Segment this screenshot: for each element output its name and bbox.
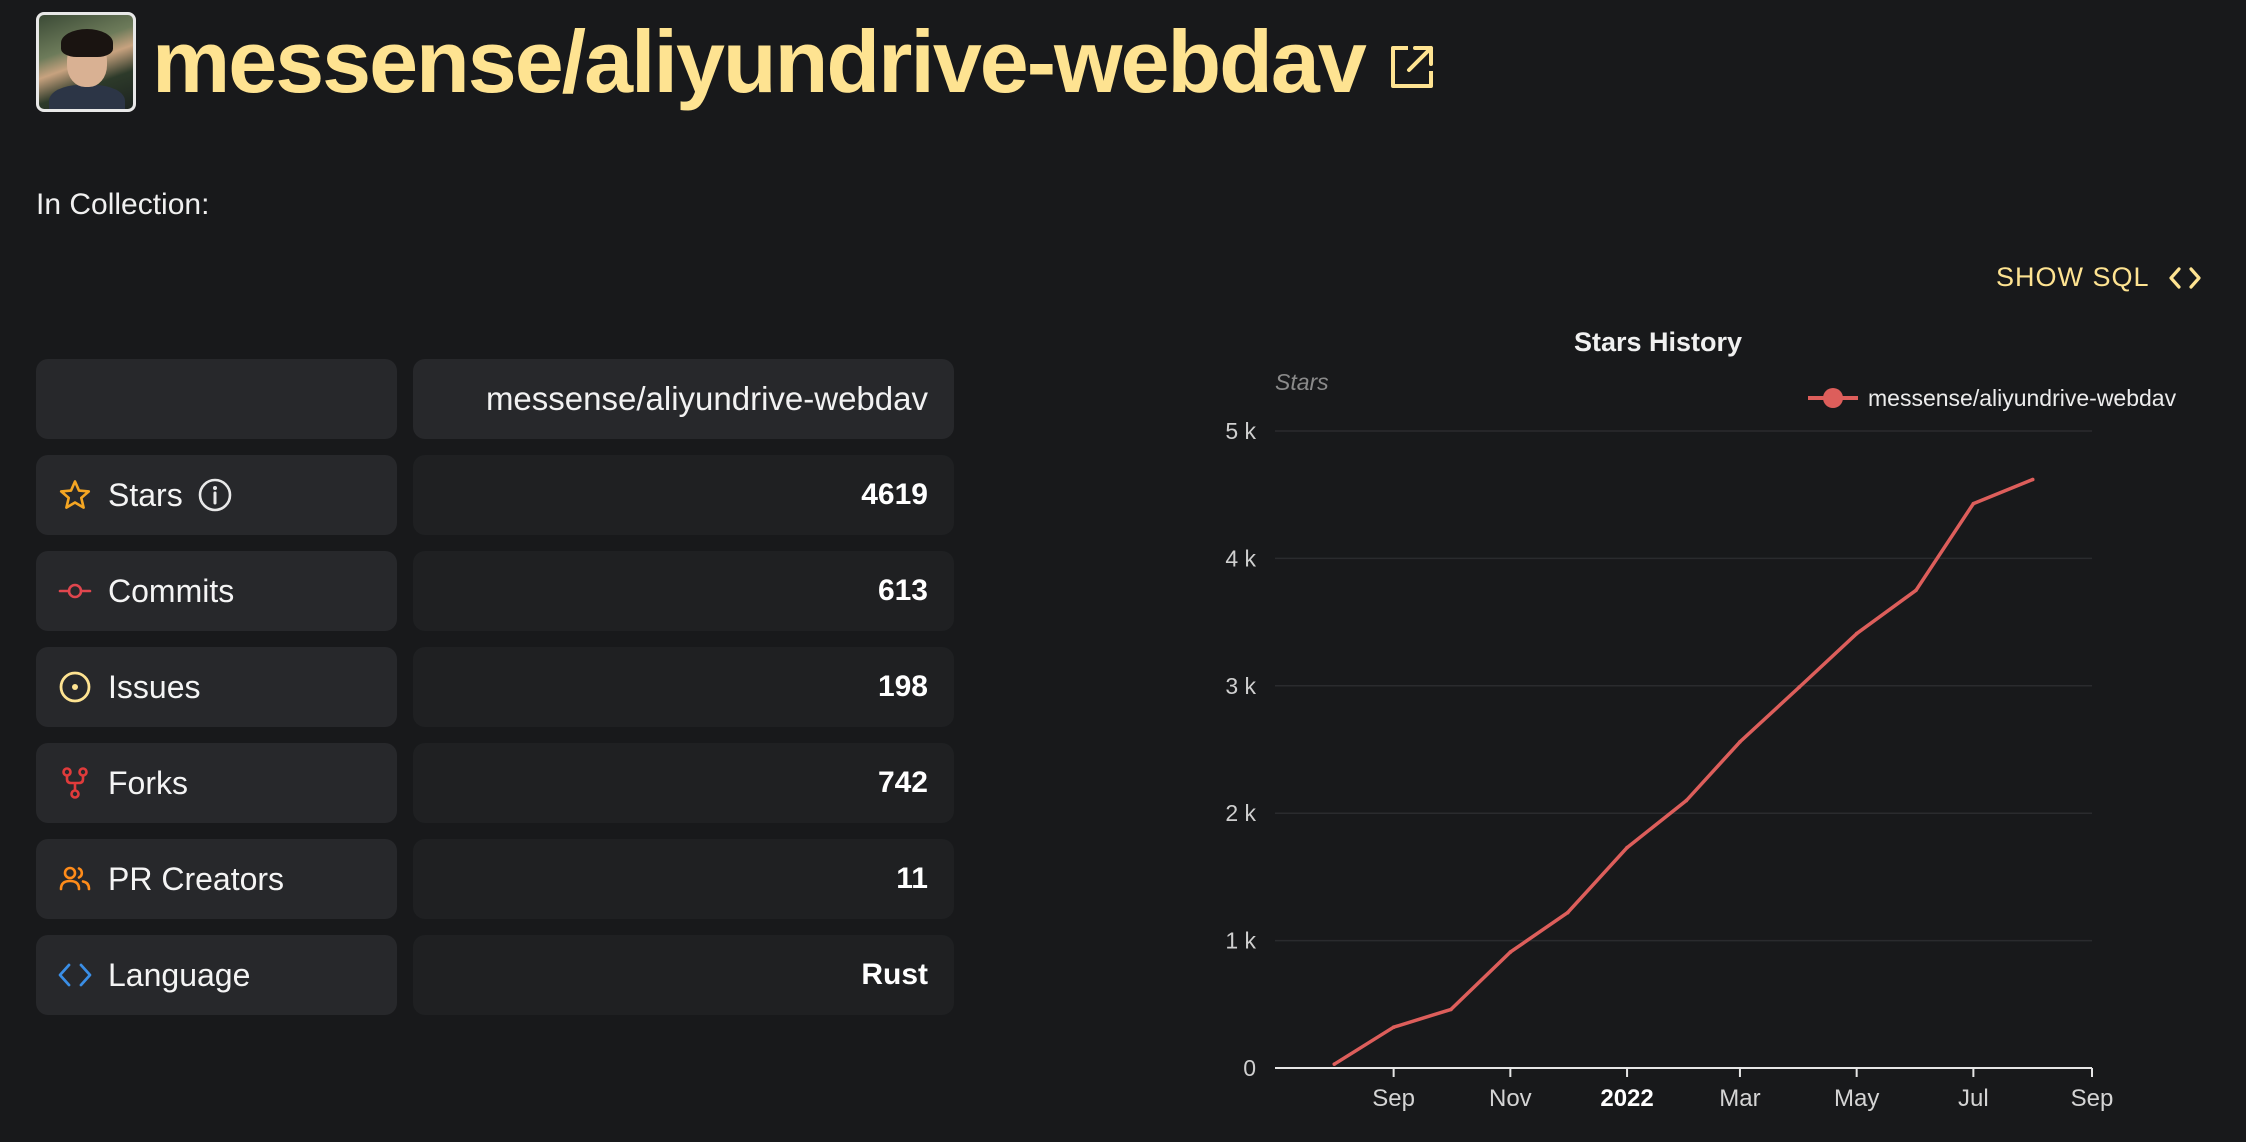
row-label-pr-creators: PR Creators — [36, 839, 397, 919]
info-icon[interactable] — [197, 477, 233, 513]
y-tick-label: 5 k — [1225, 418, 1256, 444]
repo-header: messense/aliyundrive-webdav — [36, 12, 1437, 112]
repo-title[interactable]: messense/aliyundrive-webdav — [152, 12, 1367, 111]
row-label-forks: Forks — [36, 743, 397, 823]
row-value-stars: 4619 — [413, 455, 954, 535]
row-label-text: Issues — [108, 668, 201, 705]
x-tick-label: Jul — [1958, 1085, 1989, 1112]
row-label-commits: Commits — [36, 551, 397, 631]
row-value-text: 4619 — [861, 478, 928, 511]
data-point — [1971, 501, 1976, 506]
table-header-repo: messense/aliyundrive-webdav — [413, 359, 954, 439]
data-point — [1391, 1025, 1396, 1030]
row-label-text: Commits — [108, 572, 235, 609]
data-point — [1854, 631, 1859, 636]
y-axis-label: Stars — [1275, 369, 1329, 395]
data-point — [1684, 798, 1689, 803]
data-point — [1332, 1062, 1337, 1066]
data-point — [1914, 588, 1918, 593]
data-point — [2030, 477, 2035, 482]
code-icon — [58, 963, 92, 987]
row-label-text: Stars — [108, 476, 183, 513]
star-icon — [59, 480, 91, 509]
legend-label: messense/aliyundrive-webdav — [1868, 385, 2177, 411]
row-value-text: 198 — [877, 670, 928, 703]
row-label-text: Language — [108, 956, 251, 993]
legend-marker — [1823, 388, 1843, 408]
owner-avatar[interactable] — [36, 12, 136, 112]
x-tick-label: Nov — [1489, 1085, 1532, 1112]
commit-icon — [58, 583, 92, 599]
pr-creators-icon — [59, 866, 91, 891]
y-tick-label: 2 k — [1225, 800, 1256, 826]
show-sql-label: SHOW SQL — [1996, 262, 2150, 292]
row-value-pr-creators: 11 — [413, 839, 954, 919]
external-link-icon[interactable] — [1387, 42, 1437, 92]
row-label-issues: Issues — [36, 647, 397, 727]
row-label-stars: Stars — [36, 455, 397, 535]
y-tick-label: 4 k — [1225, 545, 1256, 571]
row-value-text: Rust — [861, 958, 928, 991]
data-point — [1449, 1007, 1453, 1012]
stars-history-chart: Stars History Stars messense/aliyundrive… — [1225, 327, 2177, 1112]
row-value-forks: 742 — [413, 743, 954, 823]
data-point — [1738, 740, 1742, 744]
data-point — [1565, 910, 1570, 915]
avatar-hair — [61, 29, 113, 57]
x-tick-label: Sep — [2071, 1085, 2114, 1112]
data-point — [1625, 845, 1629, 850]
data-point — [1508, 950, 1513, 954]
issue-icon — [59, 671, 91, 703]
y-tick-label: 0 — [1243, 1055, 1256, 1081]
row-value-language: Rust — [413, 935, 954, 1015]
x-tick-label: 2022 — [1600, 1085, 1653, 1112]
avatar-shirt — [49, 85, 125, 109]
collection-label: In Collection: — [36, 188, 210, 221]
row-label-text: Forks — [108, 764, 188, 801]
row-value-text: 742 — [877, 766, 928, 799]
show-sql-button[interactable]: SHOW SQL — [1996, 262, 2202, 293]
row-value-text: 613 — [877, 574, 928, 607]
fork-icon — [62, 767, 88, 799]
table-header-empty — [36, 359, 397, 439]
y-tick-label: 3 k — [1225, 673, 1256, 699]
row-value-issues: 198 — [413, 647, 954, 727]
x-tick-label: Mar — [1719, 1085, 1760, 1112]
table-header-repo-name: messense/aliyundrive-webdav — [485, 380, 928, 417]
x-tick-label: Sep — [1372, 1085, 1415, 1112]
chart-title: Stars History — [1574, 327, 1742, 357]
row-value-text: 11 — [896, 862, 928, 895]
code-brackets-icon — [2168, 266, 2201, 289]
row-label-language: Language — [36, 935, 397, 1015]
x-tick-label: May — [1834, 1085, 1879, 1112]
row-label-text: PR Creators — [108, 860, 285, 897]
row-value-commits: 613 — [413, 551, 954, 631]
y-tick-label: 1 k — [1225, 928, 1256, 954]
series-line — [1332, 477, 2035, 1066]
legend[interactable]: messense/aliyundrive-webdav — [1808, 385, 2177, 411]
data-point — [1797, 685, 1802, 689]
